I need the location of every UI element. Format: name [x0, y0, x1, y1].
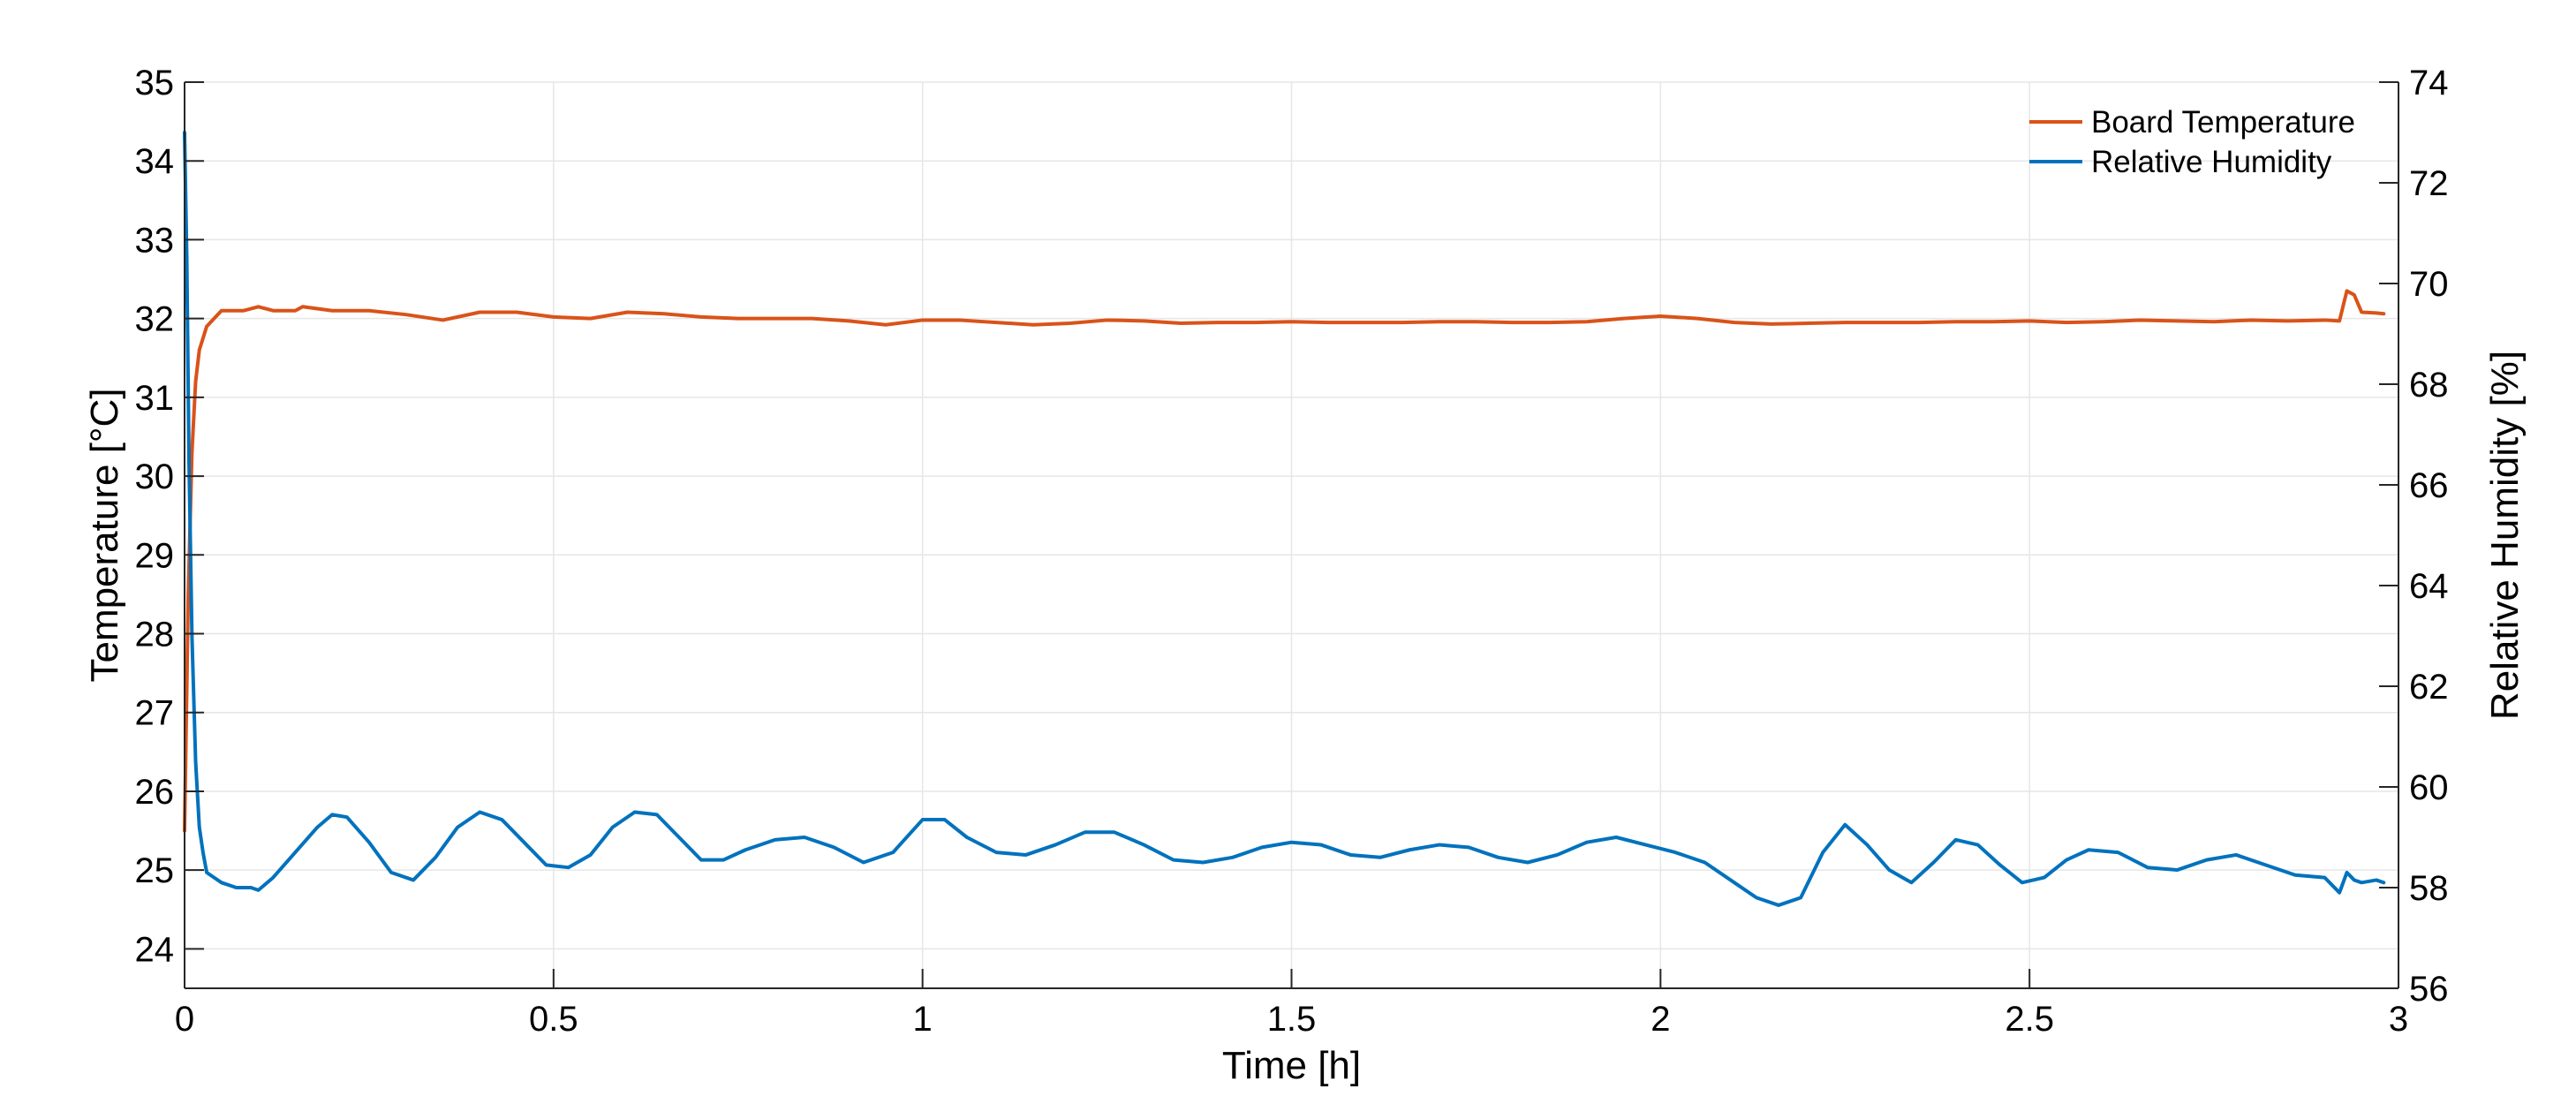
- axes: 0 0.5 1 1.5 2 2.5 3 24 25 26 27 28 29 30 31 32 33 34 35 56 5…: [83, 64, 2527, 1087]
- y-left-tick-label: 35: [135, 64, 175, 102]
- y-left-tick-label: 34: [135, 142, 175, 181]
- y-right-tick-label: 60: [2409, 768, 2449, 807]
- legend-label: Relative Humidity: [2091, 145, 2332, 179]
- y-right-tick-label: 62: [2409, 668, 2449, 707]
- grid-lines: [184, 81, 2399, 988]
- series-line-relative-humidity: [183, 131, 2386, 907]
- y-left-tick-label: 30: [135, 457, 175, 496]
- legend: Board Temperature Relative Humidity: [2029, 105, 2355, 179]
- y-right-tick-label: 64: [2409, 567, 2449, 606]
- y-left-tick-label: 27: [135, 694, 175, 733]
- y-left-tick-label: 28: [135, 616, 175, 654]
- x-tick-label: 2: [1651, 1000, 1670, 1039]
- y-right-tick-label: 56: [2409, 970, 2449, 1009]
- y-left-tick-label: 31: [135, 379, 175, 418]
- y-right-tick-label: 66: [2409, 466, 2449, 505]
- y-left-tick-label: 25: [135, 851, 175, 890]
- y-right-tick-label: 74: [2409, 64, 2449, 102]
- y-right-tick-label: 70: [2409, 265, 2449, 304]
- y-left-tick-label: 33: [135, 221, 175, 260]
- x-tick-label: 2.5: [2005, 1000, 2054, 1039]
- plot-area: [183, 131, 2386, 907]
- y-left-tick-label: 29: [135, 536, 175, 575]
- series-line-board-temperature: [183, 289, 2386, 833]
- y-right-tick-label: 68: [2409, 366, 2449, 405]
- x-tick-label: 1.5: [1267, 1000, 1317, 1039]
- y-right-tick-label: 72: [2409, 164, 2449, 203]
- x-tick-label: 0.5: [529, 1000, 578, 1039]
- legend-label: Board Temperature: [2091, 105, 2355, 140]
- y-left-tick-label: 24: [135, 930, 175, 969]
- y-left-axis-label: Temperature [°C]: [83, 388, 126, 682]
- x-axis-label: Time [h]: [1222, 1044, 1361, 1087]
- y-right-axis-label: Relative Humidity [%]: [2483, 351, 2527, 720]
- y-left-tick-label: 26: [135, 773, 175, 812]
- x-tick-label: 3: [2389, 1000, 2408, 1039]
- x-tick-label: 0: [175, 1000, 194, 1039]
- y-right-tick-label: 58: [2409, 869, 2449, 908]
- y-left-tick-label: 32: [135, 300, 175, 339]
- x-tick-label: 1: [913, 1000, 933, 1039]
